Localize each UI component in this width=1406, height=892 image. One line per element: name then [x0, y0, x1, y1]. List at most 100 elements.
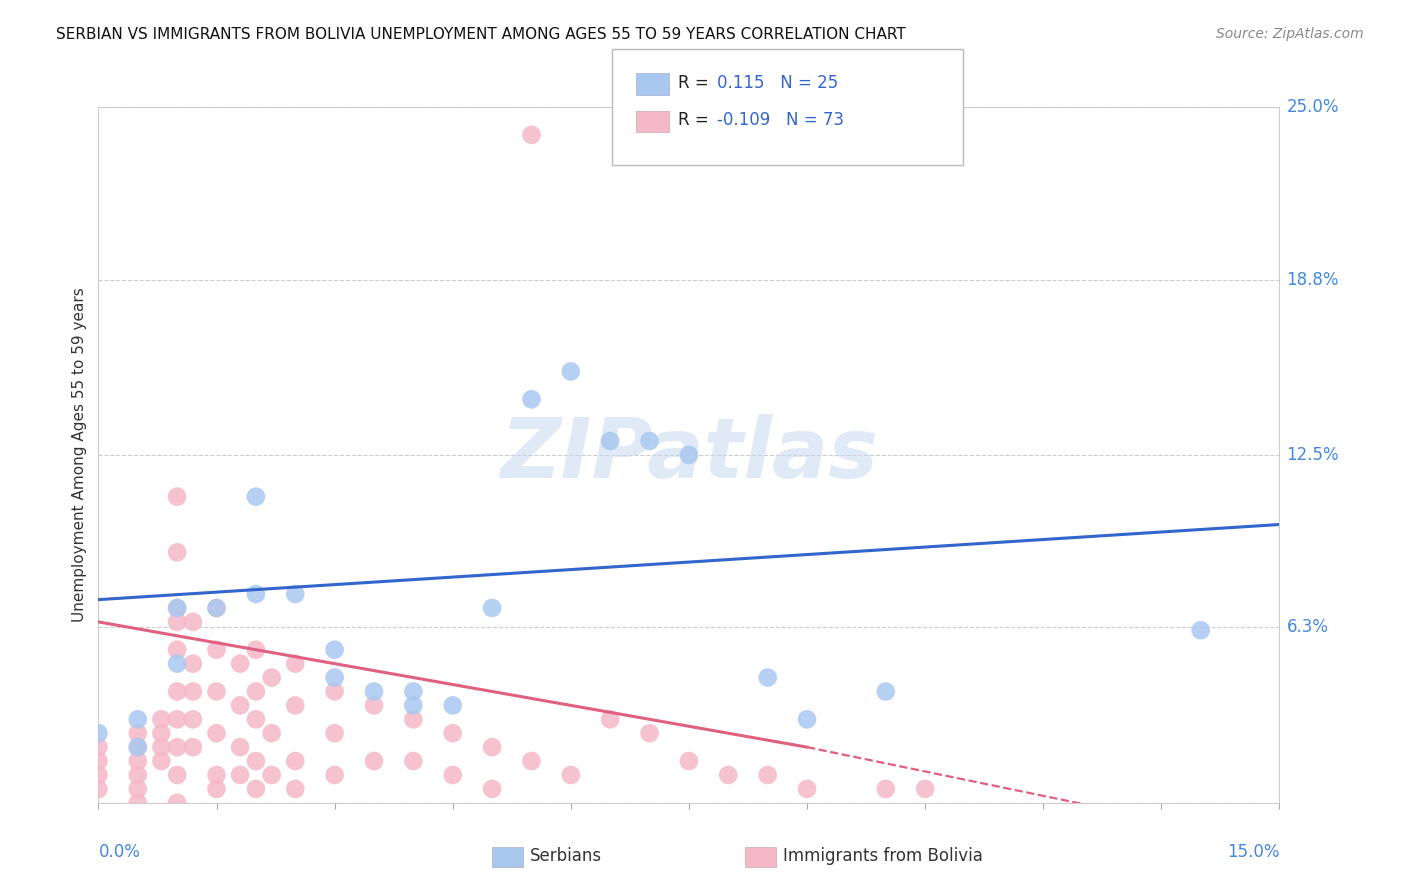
Point: [402, 698, 425, 713]
Point: [166, 768, 188, 782]
Point: [284, 781, 307, 796]
Point: [127, 796, 149, 810]
Point: [87, 768, 110, 782]
Point: [560, 364, 582, 378]
Point: [717, 768, 740, 782]
Point: [323, 642, 346, 657]
Text: Source: ZipAtlas.com: Source: ZipAtlas.com: [1216, 27, 1364, 41]
Point: [166, 657, 188, 671]
Point: [166, 712, 188, 726]
Point: [205, 726, 228, 740]
Point: [150, 726, 173, 740]
Point: [150, 740, 173, 755]
Point: [520, 392, 543, 407]
Point: [560, 768, 582, 782]
Point: [166, 601, 188, 615]
Point: [441, 768, 464, 782]
Point: [260, 726, 283, 740]
Point: [1189, 624, 1212, 638]
Point: [87, 726, 110, 740]
Text: 15.0%: 15.0%: [1227, 843, 1279, 861]
Y-axis label: Unemployment Among Ages 55 to 59 years: Unemployment Among Ages 55 to 59 years: [72, 287, 87, 623]
Point: [323, 671, 346, 685]
Point: [245, 587, 267, 601]
Point: [481, 740, 503, 755]
Point: [678, 754, 700, 768]
Point: [127, 740, 149, 755]
Point: [245, 712, 267, 726]
Point: [402, 712, 425, 726]
Point: [181, 740, 204, 755]
Point: [678, 448, 700, 462]
Point: [150, 712, 173, 726]
Point: [284, 754, 307, 768]
Point: [520, 754, 543, 768]
Point: [127, 726, 149, 740]
Point: [520, 128, 543, 142]
Point: [181, 684, 204, 698]
Point: [284, 657, 307, 671]
Point: [323, 768, 346, 782]
Point: [229, 768, 252, 782]
Point: [402, 684, 425, 698]
Point: [481, 781, 503, 796]
Point: [914, 781, 936, 796]
Point: [127, 754, 149, 768]
Point: [245, 642, 267, 657]
Point: [205, 601, 228, 615]
Text: 6.3%: 6.3%: [1286, 618, 1329, 637]
Point: [181, 712, 204, 726]
Point: [229, 698, 252, 713]
Point: [363, 754, 385, 768]
Point: [638, 434, 661, 448]
Point: [166, 545, 188, 559]
Point: [229, 657, 252, 671]
Text: SERBIAN VS IMMIGRANTS FROM BOLIVIA UNEMPLOYMENT AMONG AGES 55 TO 59 YEARS CORREL: SERBIAN VS IMMIGRANTS FROM BOLIVIA UNEMP…: [56, 27, 905, 42]
Point: [599, 712, 621, 726]
Point: [363, 698, 385, 713]
Point: [402, 754, 425, 768]
Point: [363, 684, 385, 698]
Text: 0.0%: 0.0%: [98, 843, 141, 861]
Text: ZIPatlas: ZIPatlas: [501, 415, 877, 495]
Point: [205, 781, 228, 796]
Point: [166, 796, 188, 810]
Point: [150, 754, 173, 768]
Point: [323, 684, 346, 698]
Point: [638, 726, 661, 740]
Text: -0.109   N = 73: -0.109 N = 73: [717, 112, 844, 129]
Point: [205, 768, 228, 782]
Point: [875, 781, 897, 796]
Point: [181, 615, 204, 629]
Point: [599, 434, 621, 448]
Point: [205, 684, 228, 698]
Point: [441, 698, 464, 713]
Point: [245, 684, 267, 698]
Point: [166, 615, 188, 629]
Point: [756, 768, 779, 782]
Point: [229, 740, 252, 755]
Point: [166, 642, 188, 657]
Text: Serbians: Serbians: [530, 847, 602, 865]
Text: R =: R =: [678, 112, 714, 129]
Point: [756, 671, 779, 685]
Point: [166, 684, 188, 698]
Point: [87, 740, 110, 755]
Point: [441, 726, 464, 740]
Point: [796, 712, 818, 726]
Text: 0.115   N = 25: 0.115 N = 25: [717, 74, 838, 92]
Point: [245, 754, 267, 768]
Point: [284, 698, 307, 713]
Point: [127, 781, 149, 796]
Point: [245, 490, 267, 504]
Point: [166, 740, 188, 755]
Point: [166, 490, 188, 504]
Point: [205, 642, 228, 657]
Point: [87, 754, 110, 768]
Point: [323, 726, 346, 740]
Text: 25.0%: 25.0%: [1286, 98, 1339, 116]
Point: [87, 781, 110, 796]
Point: [205, 601, 228, 615]
Point: [875, 684, 897, 698]
Text: 12.5%: 12.5%: [1286, 446, 1339, 464]
